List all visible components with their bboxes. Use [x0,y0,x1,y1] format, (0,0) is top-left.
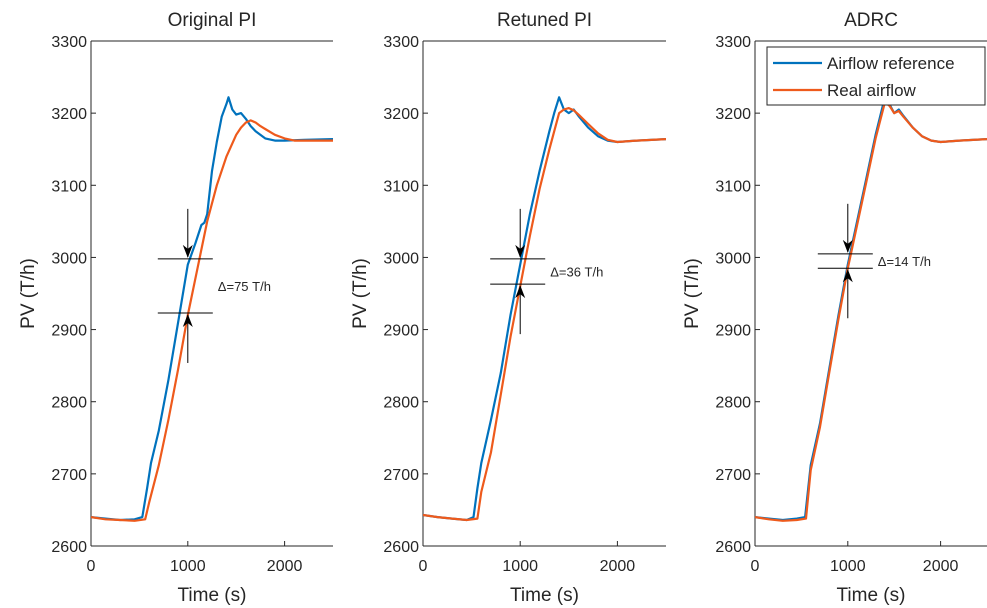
y-tick-label: 2800 [715,395,751,412]
annotation-down-arrow [515,244,526,258]
chart-title: Retuned PI [497,10,592,31]
x-tick-label: 1000 [502,558,538,575]
x-tick-label: 1000 [170,558,206,575]
y-tick-label: 3100 [715,178,751,195]
series-line-real-airflow [755,101,987,522]
y-tick-label: 3100 [383,178,419,195]
x-tick-label: 0 [87,558,96,575]
chart-title: Original PI [168,10,257,31]
y-tick-label: 2900 [51,323,87,340]
series-line-real-airflow [91,119,333,522]
y-tick-label: 2600 [715,539,751,556]
y-tick-label: 2700 [715,467,751,484]
y-tick-label: 3000 [715,250,751,267]
chart-title: ADRC [844,10,898,31]
chart-panel-3: 2600 2700 2800 2900 3000 3100 3200 3300 0 1000 200… [682,10,987,606]
annotation-down-arrow [842,239,853,253]
legend-entry-label: Airflow reference [827,54,955,73]
x-tick-label: 2000 [600,558,636,575]
x-axis-label: Time (s) [178,585,247,606]
x-axis-label: Time (s) [837,585,906,606]
x-tick-label: 0 [419,558,428,575]
y-tick-label: 2600 [51,539,87,556]
annotation-up-arrow [182,313,193,327]
y-tick-label: 2600 [383,539,419,556]
y-tick-label: 3000 [383,250,419,267]
x-axis-label: Time (s) [510,585,579,606]
chart-panel-1: 2600 2700 2800 2900 3000 3100 3200 3300 0 1000 200… [18,10,333,606]
y-tick-label: 2800 [51,395,87,412]
annotation-down-arrow [182,244,193,258]
y-tick-label: 2700 [383,467,419,484]
annotation-delta-label: Δ=14 T/h [878,254,931,269]
y-tick-label: 2900 [383,323,419,340]
y-tick-label: 3200 [383,106,419,123]
y-axis-label: PV (T/h) [682,258,703,329]
x-tick-label: 2000 [267,558,303,575]
y-tick-label: 3100 [51,178,87,195]
y-tick-label: 3200 [51,106,87,123]
series-line-airflow-reference [91,96,333,522]
x-tick-label: 2000 [923,558,959,575]
annotation-up-arrow [842,269,853,283]
annotation-delta-label: Δ=36 T/h [550,264,603,279]
series-line-airflow-reference [423,96,666,522]
y-tick-label: 2700 [51,467,87,484]
y-tick-label: 2800 [383,395,419,412]
y-axis-label: PV (T/h) [18,258,39,329]
y-tick-label: 3300 [383,34,419,51]
y-axis-label: PV (T/h) [350,258,371,329]
chart-panel-2: 2600 2700 2800 2900 3000 3100 3200 3300 0 1000 200… [350,10,666,606]
x-tick-label: 0 [751,558,760,575]
x-tick-label: 1000 [830,558,866,575]
series-line-real-airflow [423,107,666,522]
y-tick-label: 3200 [715,106,751,123]
y-tick-label: 3300 [51,34,87,51]
legend-entry-label: Real airflow [827,81,917,100]
y-tick-label: 3000 [51,250,87,267]
legend-box [766,46,986,106]
annotation-up-arrow [515,285,526,299]
y-tick-label: 3300 [715,34,751,51]
annotation-delta-label: Δ=75 T/h [218,279,271,294]
y-tick-label: 2900 [715,323,751,340]
